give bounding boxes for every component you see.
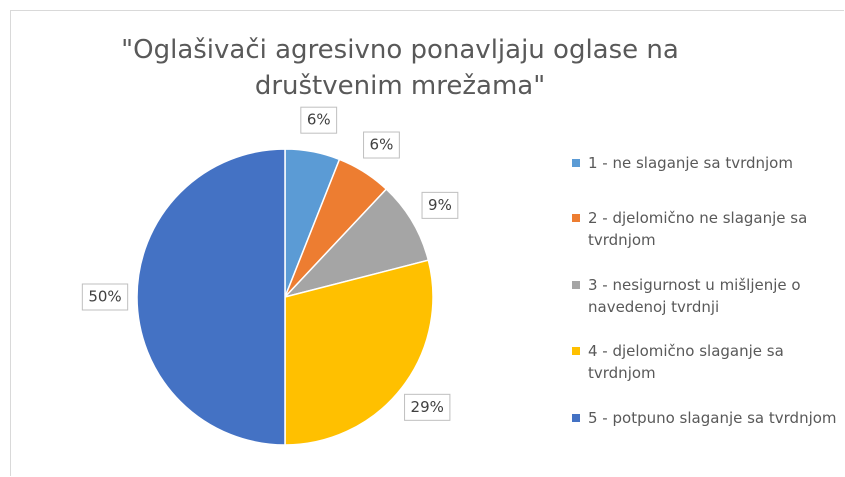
data-label: 50% [81,283,129,311]
legend-label: 3 - nesigurnost u mišljenje o navedenoj … [588,276,801,316]
legend-swatch [572,347,580,355]
data-label-box [81,283,129,311]
data-label-text: 29% [411,398,444,416]
data-label: 6% [363,131,400,159]
data-label: 6% [300,106,338,134]
pie-slice [282,188,430,299]
legend-item: 1 - ne slaganje sa tvrdnjom [572,152,840,174]
legend-swatch [572,414,580,422]
legend-swatch [572,281,580,289]
legend-label: 4 - djelomično slaganje sa tvrdnjom [588,342,784,382]
legend-swatch [572,159,580,167]
legend-item: 3 - nesigurnost u mišljenje o navedenoj … [572,274,840,318]
legend-label: 2 - djelomično ne slaganje sa tvrdnjom [588,209,808,249]
legend-label: 1 - ne slaganje sa tvrdnjom [588,154,793,172]
legend-item: 5 - potpuno slaganje sa tvrdnjom [572,407,840,429]
data-label: 9% [421,191,459,219]
data-label-text: 50% [88,288,121,306]
legend-item: 2 - djelomično ne slaganje sa tvrdnjom [572,207,840,251]
legend-swatch [572,214,580,222]
chart-frame [10,10,844,476]
pie-slice [136,148,286,446]
data-label-text: 6% [307,111,331,129]
data-label-box [421,191,459,219]
pie-slice [284,259,434,446]
data-label-box [363,131,400,159]
legend-label: 5 - potpuno slaganje sa tvrdnjom [588,409,837,427]
data-label-text: 6% [370,136,394,154]
data-label-box [404,393,451,421]
chart-title: "Oglašivači agresivno ponavljaju oglase … [121,35,679,101]
data-label: 29% [404,393,451,421]
data-label-text: 9% [428,196,452,214]
legend-item: 4 - djelomično slaganje sa tvrdnjom [572,340,840,384]
data-label-box [300,106,338,134]
